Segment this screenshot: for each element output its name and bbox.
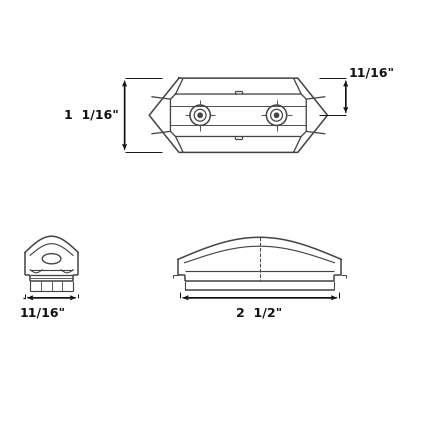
Circle shape — [198, 113, 202, 117]
Circle shape — [274, 113, 279, 117]
Text: 11/16": 11/16" — [20, 307, 66, 320]
Text: 2  1/2": 2 1/2" — [237, 307, 283, 320]
Text: 1  1/16": 1 1/16" — [64, 109, 120, 122]
Text: 11/16": 11/16" — [349, 66, 395, 79]
